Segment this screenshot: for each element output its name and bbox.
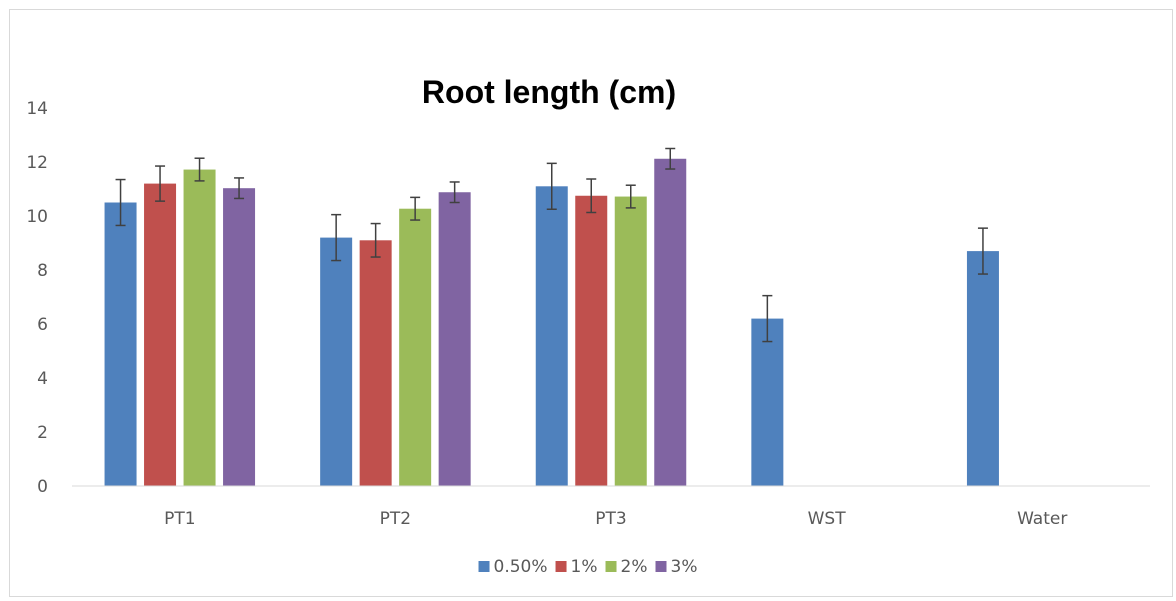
bar bbox=[438, 192, 471, 487]
legend-item: 2% bbox=[605, 557, 648, 577]
legend-swatch bbox=[478, 561, 490, 572]
bar bbox=[751, 318, 784, 486]
error-bar bbox=[194, 157, 205, 182]
y-tick-label: 6 bbox=[37, 315, 48, 335]
y-tick-label: 8 bbox=[37, 261, 48, 281]
legend-label: 1% bbox=[571, 557, 598, 577]
y-tick-label: 4 bbox=[37, 369, 48, 389]
x-tick-label: PT1 bbox=[164, 509, 195, 529]
error-bar bbox=[762, 294, 773, 343]
error-bar bbox=[155, 165, 166, 202]
y-axis-ticks: 0 2 4 6 8 10 12 14 bbox=[26, 99, 48, 497]
x-axis-ticks: PT1 PT2 PT3 WST Water bbox=[164, 509, 1067, 529]
y-tick-label: 10 bbox=[26, 207, 48, 227]
x-tick-label: Water bbox=[1017, 509, 1067, 529]
error-bar bbox=[665, 147, 676, 170]
legend-label: 2% bbox=[621, 557, 648, 577]
error-bar bbox=[234, 177, 245, 200]
error-bar bbox=[449, 181, 460, 204]
error-bar bbox=[115, 178, 126, 227]
legend-item: 3% bbox=[655, 557, 698, 577]
bar bbox=[399, 208, 432, 486]
error-bar bbox=[977, 227, 988, 275]
bar bbox=[575, 195, 608, 486]
bar bbox=[104, 202, 137, 486]
bar bbox=[966, 251, 999, 486]
bar bbox=[223, 188, 256, 486]
y-tick-label: 2 bbox=[37, 423, 48, 443]
bars-group bbox=[104, 158, 999, 487]
bar bbox=[535, 186, 568, 487]
bar bbox=[359, 240, 392, 486]
x-tick-label: PT2 bbox=[380, 509, 411, 529]
error-bar bbox=[370, 222, 381, 258]
error-bar bbox=[625, 184, 636, 209]
x-tick-label: PT3 bbox=[595, 509, 626, 529]
error-bar bbox=[410, 196, 421, 221]
y-tick-label: 14 bbox=[26, 99, 48, 119]
bar bbox=[144, 183, 177, 486]
bar bbox=[654, 158, 687, 486]
error-bar bbox=[546, 162, 557, 210]
error-bar bbox=[586, 178, 597, 214]
legend-item: 0.50% bbox=[478, 557, 548, 577]
legend-item: 1% bbox=[555, 557, 598, 577]
bar bbox=[614, 196, 647, 486]
legend: 0.50% 1% 2% 3% bbox=[478, 557, 698, 577]
error-bar bbox=[331, 213, 342, 262]
y-tick-label: 12 bbox=[26, 153, 48, 173]
legend-label: 3% bbox=[671, 557, 698, 577]
x-tick-label: WST bbox=[808, 509, 847, 529]
bar bbox=[183, 169, 216, 486]
chart-title: Root length (cm) bbox=[422, 74, 676, 110]
legend-swatch bbox=[555, 561, 567, 572]
legend-label: 0.50% bbox=[494, 557, 548, 577]
error-bars-group bbox=[115, 147, 988, 343]
y-tick-label: 0 bbox=[37, 477, 48, 497]
legend-swatch bbox=[605, 561, 617, 572]
legend-swatch bbox=[655, 561, 667, 572]
bar bbox=[320, 237, 353, 486]
